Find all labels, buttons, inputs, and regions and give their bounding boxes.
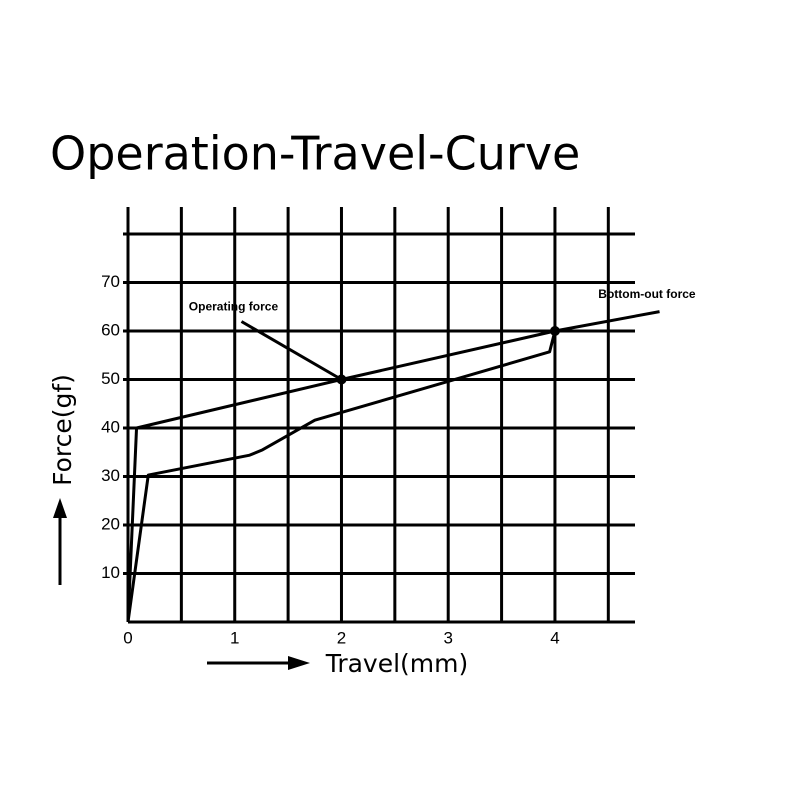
- y-tick-label: 60: [101, 320, 120, 339]
- x-axis-label: Travel(mm): [325, 649, 469, 678]
- x-tick-label: 3: [443, 628, 452, 647]
- x-tick-label: 0: [123, 628, 132, 647]
- y-arrowhead: [53, 498, 67, 518]
- point-marker: [549, 326, 560, 336]
- annotation: Bottom-out force: [598, 287, 696, 301]
- x-arrowhead: [288, 656, 310, 670]
- x-tick-label: 4: [550, 628, 559, 647]
- y-tick-label: 20: [101, 514, 120, 533]
- y-tick-label: 50: [101, 369, 120, 388]
- curve: [126, 330, 557, 623]
- chart-title: Operation-Travel-Curve: [50, 127, 580, 181]
- y-tick-label: 30: [101, 466, 120, 485]
- y-tick-label: 40: [101, 417, 120, 436]
- annotation: Operating force: [189, 300, 279, 314]
- annotation-leader: [240, 320, 343, 381]
- y-tick-label: 10: [101, 563, 120, 582]
- x-tick-label: 1: [230, 628, 239, 647]
- y-tick-label: 70: [101, 272, 120, 291]
- y-axis-label: Force(gf): [48, 374, 77, 486]
- x-tick-label: 2: [337, 628, 346, 647]
